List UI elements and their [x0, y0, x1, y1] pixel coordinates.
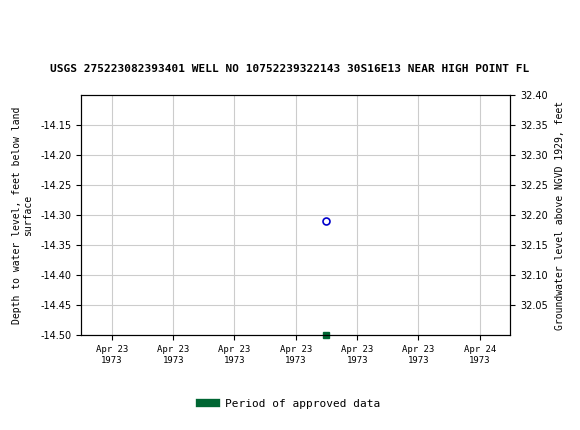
Text: USGS 275223082393401 WELL NO 10752239322143 30S16E13 NEAR HIGH POINT FL: USGS 275223082393401 WELL NO 10752239322… [50, 64, 530, 74]
Y-axis label: Groundwater level above NGVD 1929, feet: Groundwater level above NGVD 1929, feet [555, 101, 565, 329]
Text: ╳USGS: ╳USGS [6, 15, 64, 37]
Y-axis label: Depth to water level, feet below land
surface: Depth to water level, feet below land su… [12, 106, 33, 324]
Legend: Period of approved data: Period of approved data [195, 395, 385, 414]
